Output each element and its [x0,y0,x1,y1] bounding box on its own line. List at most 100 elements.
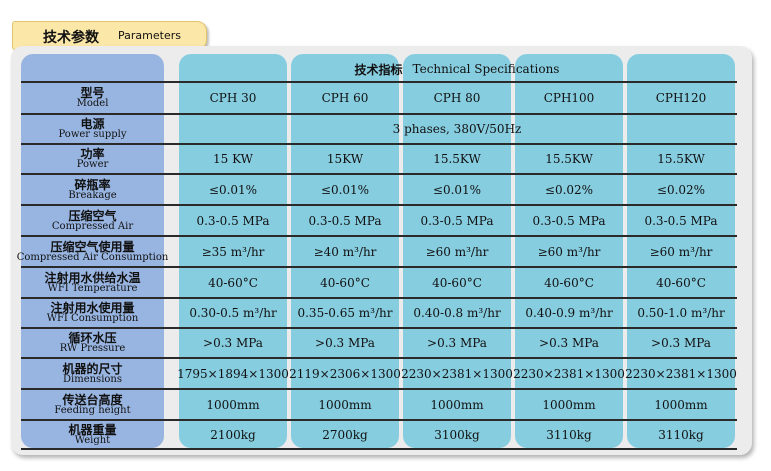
table-cell: 1795×1894×1300 [177,366,289,381]
data-column-5 [627,54,735,448]
label-column [21,54,164,448]
row-label-cn: 功率 [80,147,105,161]
row-label: 注射用水使用量 WFI Consumption [21,298,164,328]
table-cell: 0.3-0.5 MPa [196,213,270,228]
row-label-en: Compressed Air [51,220,134,232]
row-label: 碎瓶率 Breakage [21,174,164,205]
row-divider [21,173,737,175]
table-cell: 2100kg [210,427,256,442]
row-label: 循环水压 RW Pressure [21,328,164,358]
table-cell: ≤0.02% [544,182,594,197]
table-cell: ≤0.01% [208,182,258,197]
table-cell: ≥60 m³/hr [425,244,489,259]
table-cell: 40-60°C [544,275,594,290]
row-label: 机器重量 Weight [21,420,164,449]
table-cell: 1000mm [318,397,372,412]
table-cell: 2230×2381×1300 [513,366,625,381]
table-cell: ≤0.02% [656,182,706,197]
row-label-cn: 压缩空气使用量 [50,239,135,254]
section-tab: 技术参数 Parameters [12,21,207,50]
table-cell: 15KW [326,152,364,166]
table-cell: CPH100 [543,91,595,105]
row-label-cn: 注射用水使用量 [50,301,135,315]
row-label-en: Dimensions [63,373,122,385]
table-cell: ≥60 m³/hr [537,244,601,259]
row-label-cn: 压缩空气 [68,208,117,223]
row-label-en: Weight [74,434,111,446]
table-cell: >0.3 MPa [539,336,599,350]
row-divider [21,419,737,421]
table-cell: 0.3-0.5 MPa [420,213,494,228]
row-label: 机器的尺寸 Dimensions [21,358,164,389]
table-cell: ≤0.01% [432,182,482,197]
table-cell: 1000mm [654,397,708,412]
row-label-en: RW Pressure [59,343,126,354]
row-divider [21,266,737,268]
row-divider [21,204,737,206]
row-label: 传送台高度 Feeding height [21,389,164,420]
table-cell: CPH 30 [209,91,257,105]
table-cell: 15.5KW [545,152,593,166]
row-label-en: Power [76,159,109,170]
table-cell: CPH 80 [433,91,481,105]
table-cell: CPH 60 [321,91,369,105]
table-cell: 3100kg [434,427,480,442]
table-cell: >0.3 MPa [651,336,711,350]
row-label-en: Power supply [58,129,127,140]
data-column-3 [403,54,511,448]
table-cell-merged: 3 phases, 380V/50Hz [392,122,522,136]
table-cell: ≥40 m³/hr [313,244,377,259]
row-label-en: WFI Temperature [47,282,138,294]
table-cell: 0.35-0.65 m³/hr [297,306,393,320]
table-cell: 3110kg [546,427,592,442]
section-title-en: Parameters [118,29,181,42]
row-label-en: Feeding height [54,404,131,416]
table-cell: ≥60 m³/hr [649,244,713,259]
table-cell: 40-60°C [208,275,258,290]
table-cell: 2230×2381×1300 [401,366,513,381]
row-divider [21,113,737,115]
row-label-cn: 机器的尺寸 [62,361,123,376]
table-cell: >0.3 MPa [203,336,263,350]
data-column-2 [291,54,399,448]
table-cell: ≥35 m³/hr [201,244,265,259]
row-label-cn: 传送台高度 [62,392,123,407]
spec-title-en: Technical Specifications [412,62,560,76]
row-label-en: Compressed Air Consumption [16,251,169,263]
table-cell: 2230×2381×1300 [625,366,737,381]
table-cell: 0.3-0.5 MPa [532,213,606,228]
table-cell: 40-60°C [432,275,482,290]
row-label: 功率 Power [21,144,164,174]
row-label-en: WFI Consumption [46,313,139,324]
row-label: 压缩空气使用量 Compressed Air Consumption [17,236,169,267]
table-cell: 0.3-0.5 MPa [308,213,382,228]
table-cell: 1000mm [542,397,596,412]
table-cell: 15.5KW [433,152,481,166]
table-cell: 0.40-0.8 m³/hr [413,306,501,320]
table-cell: 40-60°C [320,275,370,290]
row-label-en: Model [76,98,109,109]
row-label-cn: 循环水压 [68,331,117,345]
table-cell: CPH120 [655,91,707,105]
row-divider [21,327,737,329]
row-divider [21,235,737,237]
table-cell: 2700kg [322,427,368,442]
row-divider [21,448,737,450]
table-cell: 1000mm [430,397,484,412]
table-cell: ≤0.01% [320,182,370,197]
row-label-cn: 机器重量 [68,422,117,437]
data-column-4 [515,54,623,448]
table-cell: 2119×2306×1300 [289,366,401,381]
table-cell: 15 KW [213,152,253,166]
table-cell: 0.30-0.5 m³/hr [189,306,277,320]
data-column-1 [179,54,287,448]
row-label-en: Breakage [68,189,117,201]
row-divider [21,297,737,299]
table-cell: 40-60°C [656,275,706,290]
table-cell: 0.40-0.9 m³/hr [525,306,613,320]
row-label-cn: 电源 [80,117,105,131]
row-label-cn: 型号 [80,86,105,100]
row-label: 电源 Power supply [21,114,164,144]
row-label: 型号 Model [21,82,164,114]
row-label-cn: 注射用水供给水温 [44,270,141,285]
